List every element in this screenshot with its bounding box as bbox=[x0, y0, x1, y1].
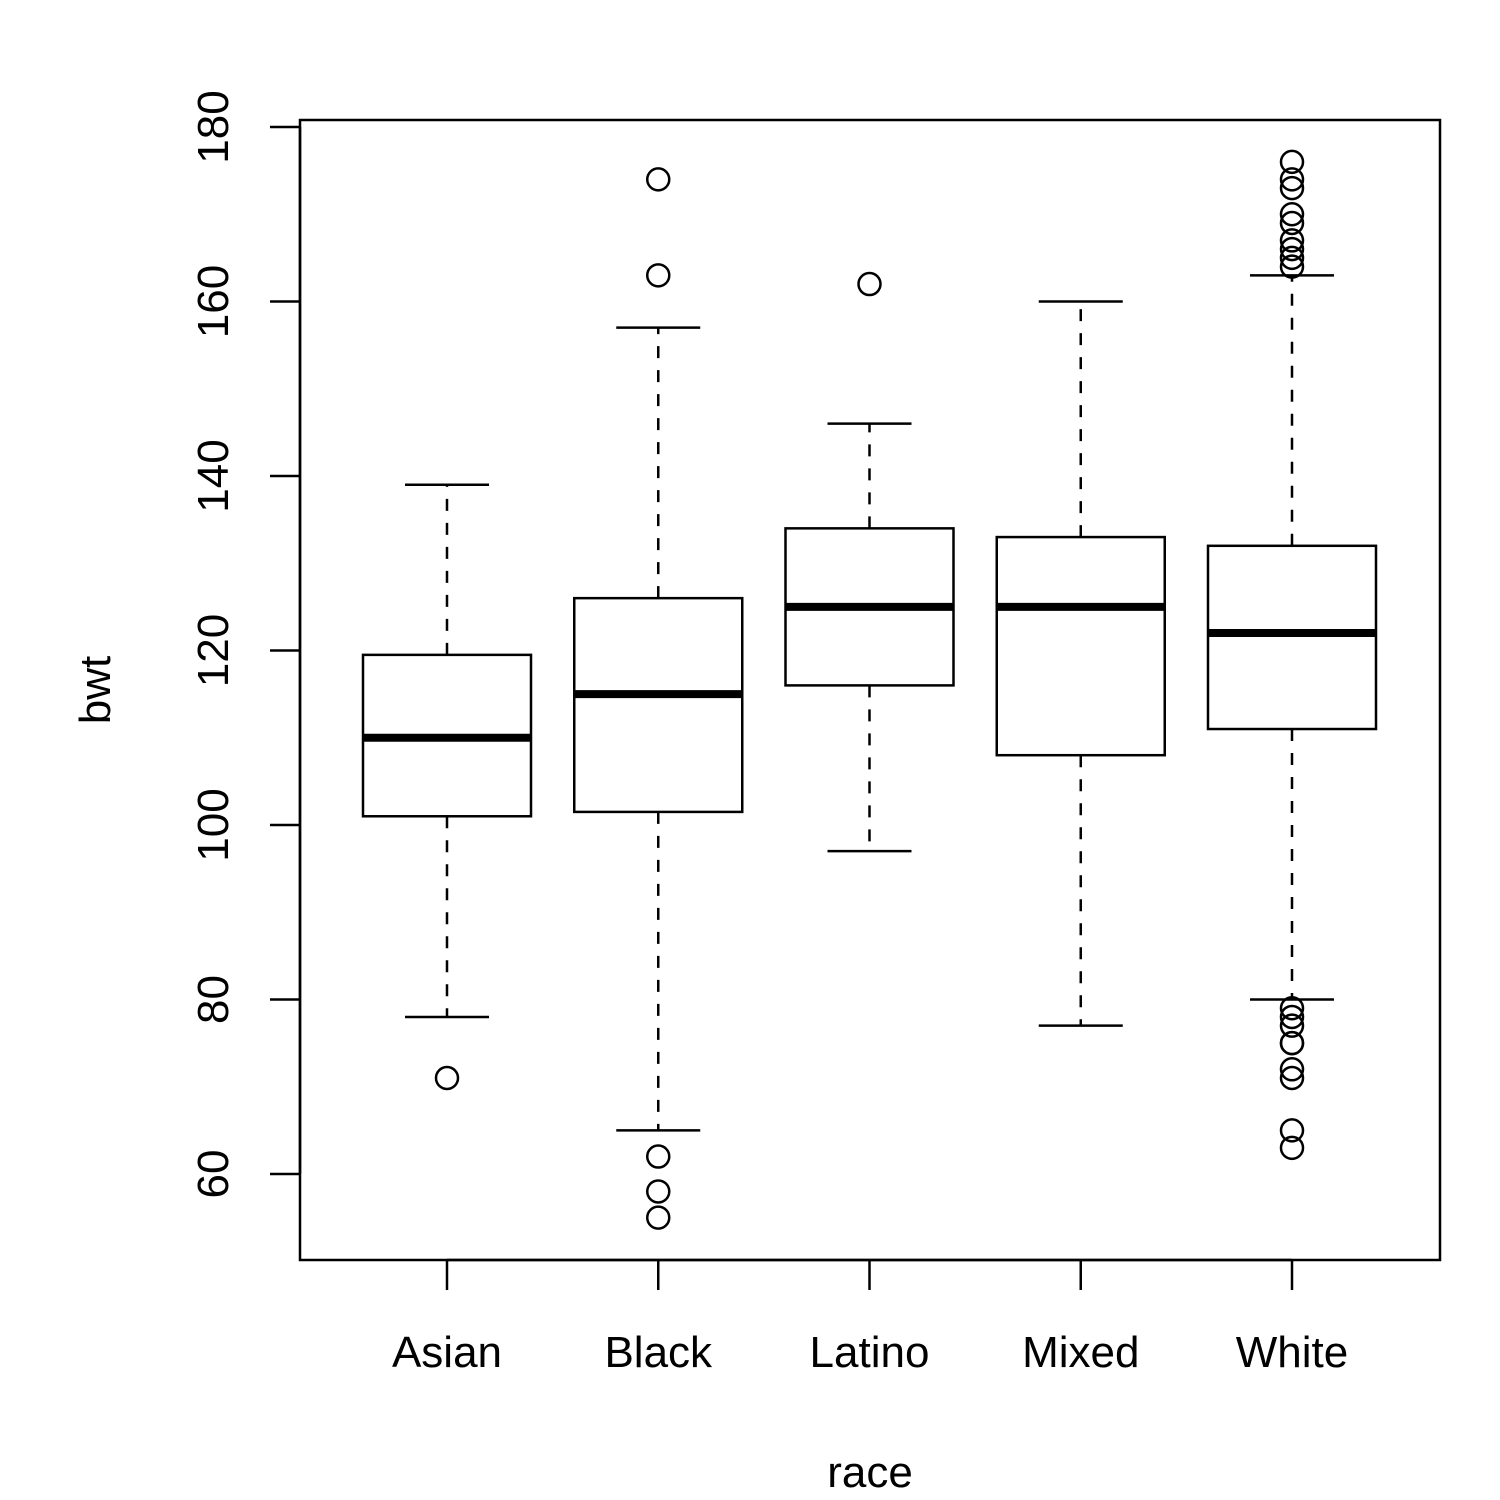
x-axis-ticks: Asian Black Latino Mixed White bbox=[392, 1260, 1348, 1377]
x-tick-label: Black bbox=[604, 1328, 713, 1377]
outlier-point bbox=[1279, 202, 1305, 227]
outlier-point bbox=[1279, 236, 1305, 262]
y-tick-label: 160 bbox=[189, 265, 238, 338]
outlier-point bbox=[646, 167, 671, 192]
y-axis-ticks: 60 80 100 120 140 160 180 bbox=[189, 90, 300, 1198]
outlier-point bbox=[1279, 995, 1305, 1021]
y-tick-label: 140 bbox=[189, 439, 238, 512]
outlier-point bbox=[1279, 1057, 1305, 1082]
outlier-point bbox=[1279, 228, 1305, 253]
outlier-point bbox=[646, 1179, 671, 1204]
x-tick-label: White bbox=[1236, 1328, 1348, 1377]
outlier-point bbox=[1279, 254, 1305, 279]
x-tick-label: Latino bbox=[810, 1328, 930, 1377]
boxes bbox=[361, 149, 1378, 1230]
outlier-point bbox=[646, 1144, 671, 1169]
y-tick-label: 180 bbox=[189, 90, 238, 163]
outlier-point bbox=[1279, 1065, 1305, 1091]
y-tick-label: 100 bbox=[189, 788, 238, 861]
outlier-point bbox=[1279, 1030, 1305, 1056]
y-tick-label: 120 bbox=[189, 614, 238, 687]
outlier-point bbox=[1279, 175, 1305, 201]
box-group bbox=[784, 271, 955, 853]
outlier-point bbox=[1279, 210, 1305, 236]
outlier-point bbox=[434, 1065, 460, 1091]
iqr-box bbox=[1206, 544, 1378, 731]
y-tick-label: 60 bbox=[189, 1150, 238, 1199]
outlier-point bbox=[1279, 1135, 1305, 1161]
outlier-point bbox=[857, 271, 882, 297]
outlier-point bbox=[1279, 245, 1305, 271]
outlier-point bbox=[1279, 1004, 1305, 1030]
box-group bbox=[573, 167, 744, 1230]
outlier-point bbox=[1279, 167, 1305, 192]
x-axis-label: race bbox=[827, 1448, 913, 1497]
outlier-point bbox=[1279, 1118, 1305, 1143]
outlier-point bbox=[646, 263, 671, 288]
box-group bbox=[361, 483, 533, 1091]
outlier-point bbox=[646, 1205, 671, 1230]
iqr-box bbox=[995, 535, 1166, 757]
iqr-box bbox=[573, 596, 744, 814]
box-group bbox=[995, 300, 1166, 1027]
y-tick-label: 80 bbox=[189, 975, 238, 1024]
box-group bbox=[1206, 149, 1378, 1161]
outlier-point bbox=[1279, 149, 1305, 175]
x-tick-label: Asian bbox=[392, 1328, 502, 1377]
x-tick-label: Mixed bbox=[1022, 1328, 1139, 1377]
outlier-point bbox=[1279, 1013, 1305, 1038]
y-axis-label: bwt bbox=[71, 656, 120, 724]
